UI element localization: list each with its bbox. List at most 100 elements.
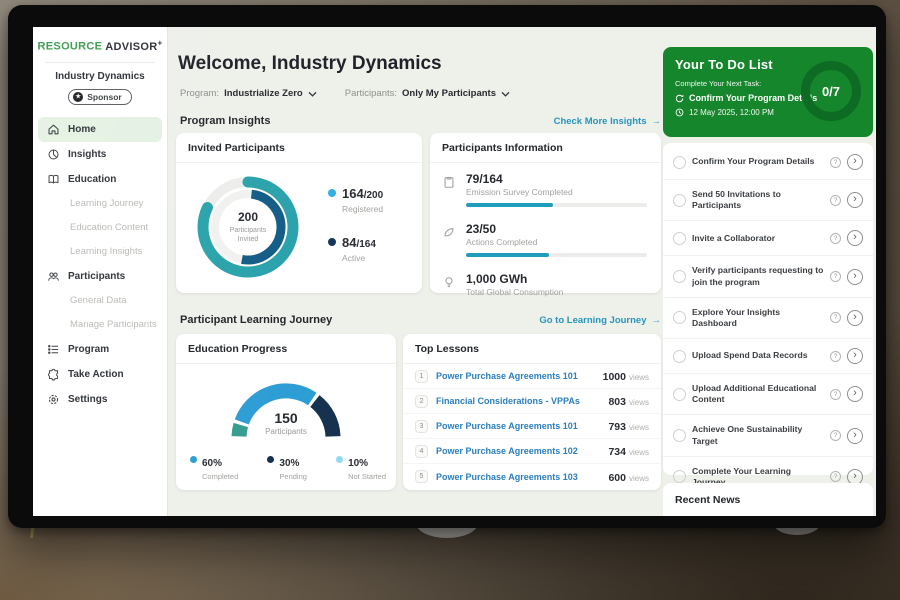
task-row[interactable]: Achieve One Sustainability Target ? ›: [663, 415, 873, 457]
info-icon[interactable]: ?: [830, 271, 841, 283]
invited-participants-card: Invited Participants 200 Participants Inv…: [176, 133, 422, 293]
task-checkbox[interactable]: [673, 470, 686, 484]
check-more-insights-link[interactable]: Check More Insights →: [553, 115, 661, 127]
task-row[interactable]: Upload Spend Data Records ? ›: [663, 339, 873, 375]
task-row[interactable]: Complete Your Learning Journey ? ›: [663, 457, 873, 497]
sidebar-item-participants[interactable]: Participants: [38, 264, 162, 289]
page-title: Welcome, Industry Dynamics: [178, 53, 442, 74]
todo-due-date: 12 May 2025, 12:00 PM: [675, 108, 861, 117]
todo-task-list: Confirm Your Program Details ? › Send 50…: [663, 143, 873, 516]
sidebar-item-learning-journey[interactable]: Learning Journey: [38, 192, 162, 216]
education-gauge-chart: 150 Participants: [221, 374, 351, 448]
chevron-right-button[interactable]: ›: [847, 192, 863, 209]
go-to-learning-journey-link[interactable]: Go to Learning Journey →: [539, 314, 661, 326]
org-name: Industry Dynamics: [55, 70, 145, 82]
sidebar-item-label: Insights: [68, 148, 107, 160]
gear-icon: [47, 393, 60, 406]
sidebar-item-manage-participants[interactable]: Manage Participants: [38, 313, 162, 337]
info-icon[interactable]: ?: [830, 194, 841, 206]
lesson-rank-badge: 3: [415, 419, 428, 433]
sidebar-item-education-content[interactable]: Education Content: [38, 216, 162, 240]
sidebar-item-program[interactable]: Program: [38, 337, 162, 362]
lesson-link[interactable]: Power Purchase Agreements 102: [436, 446, 578, 456]
chevron-right-button[interactable]: ›: [847, 386, 863, 403]
lesson-rank-badge: 5: [415, 470, 428, 483]
participants-dropdown[interactable]: Participants: Only My Participants: [345, 88, 510, 99]
task-checkbox[interactable]: [673, 429, 686, 443]
sidebar-item-settings[interactable]: Settings: [38, 387, 162, 412]
lesson-link[interactable]: Power Purchase Agreements 103: [436, 471, 578, 482]
dashboard-screen: RESOURCE ADVISOR+ Industry Dynamics ★ Sp…: [33, 27, 876, 516]
section-title: Program Insights: [180, 115, 271, 127]
refresh-icon: [675, 94, 684, 103]
chevron-right-button[interactable]: ›: [847, 309, 863, 326]
task-checkbox[interactable]: [673, 311, 686, 325]
task-checkbox[interactable]: [673, 155, 686, 169]
chevron-right-button[interactable]: ›: [847, 268, 863, 285]
sidebar-item-label: Participants: [68, 270, 126, 282]
learning-journey-header: Participant Learning Journey Go to Learn…: [180, 314, 661, 326]
legend-dot: [267, 456, 275, 463]
sidebar-item-home[interactable]: Home: [38, 116, 162, 142]
task-row[interactable]: Verify participants requesting to join t…: [663, 256, 873, 298]
sidebar-item-label: Take Action: [68, 368, 124, 380]
sidebar-item-learning-insights[interactable]: Learning Insights: [38, 240, 162, 264]
info-icon[interactable]: ?: [830, 350, 841, 362]
lesson-link[interactable]: Power Purchase Agreements 101: [436, 371, 578, 381]
legend-not-started: 10% Not Started: [336, 453, 386, 481]
task-row[interactable]: Invite a Collaborator ? ›: [663, 221, 873, 257]
task-checkbox[interactable]: [673, 387, 686, 401]
sponsor-badge[interactable]: ★ Sponsor: [68, 88, 132, 105]
legend-dot: [328, 189, 336, 197]
sidebar-item-insights[interactable]: Insights: [38, 142, 162, 167]
info-icon[interactable]: ?: [830, 388, 841, 400]
task-checkbox[interactable]: [673, 231, 686, 245]
program-list-icon: [47, 343, 60, 356]
task-row[interactable]: Upload Additional Educational Content ? …: [663, 374, 873, 416]
chevron-right-button[interactable]: ›: [847, 348, 863, 365]
sidebar-item-education[interactable]: Education: [38, 167, 162, 192]
task-row[interactable]: Confirm Your Program Details ? ›: [663, 145, 873, 180]
lesson-link[interactable]: Power Purchase Agreements 101: [436, 421, 578, 431]
legend-dot: [336, 456, 344, 463]
sidebar-item-take-action[interactable]: Take Action: [38, 362, 162, 387]
recent-news-title: Recent News: [675, 494, 741, 506]
info-icon[interactable]: ?: [830, 430, 841, 442]
info-icon[interactable]: ?: [830, 232, 841, 244]
chevron-down-icon: [501, 91, 510, 97]
info-icon[interactable]: ?: [830, 156, 841, 168]
sponsor-badge-icon: ★: [73, 91, 84, 102]
card-title: Invited Participants: [176, 133, 422, 163]
chevron-right-button[interactable]: ›: [847, 154, 863, 170]
donut-center-label: 200 Participants Invited: [229, 209, 267, 243]
chevron-right-button[interactable]: ›: [847, 427, 863, 444]
top-lessons-card: Top Lessons 1 Power Purchase Agreements …: [403, 334, 661, 490]
legend-active: 84/164 Active: [328, 234, 383, 263]
todo-next-task: Confirm Your Program Details: [675, 93, 861, 103]
lesson-row: 3 Power Purchase Agreements 101 793 views: [403, 414, 661, 439]
chevron-right-button[interactable]: ›: [847, 230, 863, 247]
lesson-rank-badge: 1: [415, 369, 428, 383]
info-icon[interactable]: ?: [830, 471, 841, 483]
sidebar-divider: [45, 61, 155, 63]
sidebar: RESOURCE ADVISOR+ Industry Dynamics ★ Sp…: [33, 27, 168, 516]
sidebar-item-label: Manage Participants: [70, 319, 157, 331]
info-icon[interactable]: ?: [830, 312, 841, 324]
home-icon: [47, 123, 60, 136]
stat-emission-survey: 79/164 Emission Survey Completed: [430, 163, 661, 213]
task-row[interactable]: Send 50 Invitations to Participants ? ›: [663, 180, 873, 222]
program-dropdown[interactable]: Program: Industrialize Zero: [180, 88, 317, 99]
section-title: Participant Learning Journey: [180, 314, 333, 326]
participants-dropdown-label: Participants:: [344, 88, 398, 99]
lesson-link[interactable]: Financial Considerations - VPPAs: [436, 396, 580, 406]
task-checkbox[interactable]: [673, 270, 686, 284]
lesson-row: 2 Financial Considerations - VPPAs 803 vi…: [403, 389, 661, 414]
task-checkbox[interactable]: [673, 193, 686, 207]
sidebar-item-general-data[interactable]: General Data: [38, 289, 162, 313]
task-checkbox[interactable]: [673, 349, 686, 363]
participants-information-card: Participants Information 79/164 Emission…: [430, 133, 661, 297]
sidebar-item-label: Home: [68, 123, 96, 135]
task-row[interactable]: Explore Your Insights Dashboard ? ›: [663, 298, 873, 340]
todo-title: Your To Do List: [675, 57, 773, 72]
actions-icon: [442, 225, 456, 239]
